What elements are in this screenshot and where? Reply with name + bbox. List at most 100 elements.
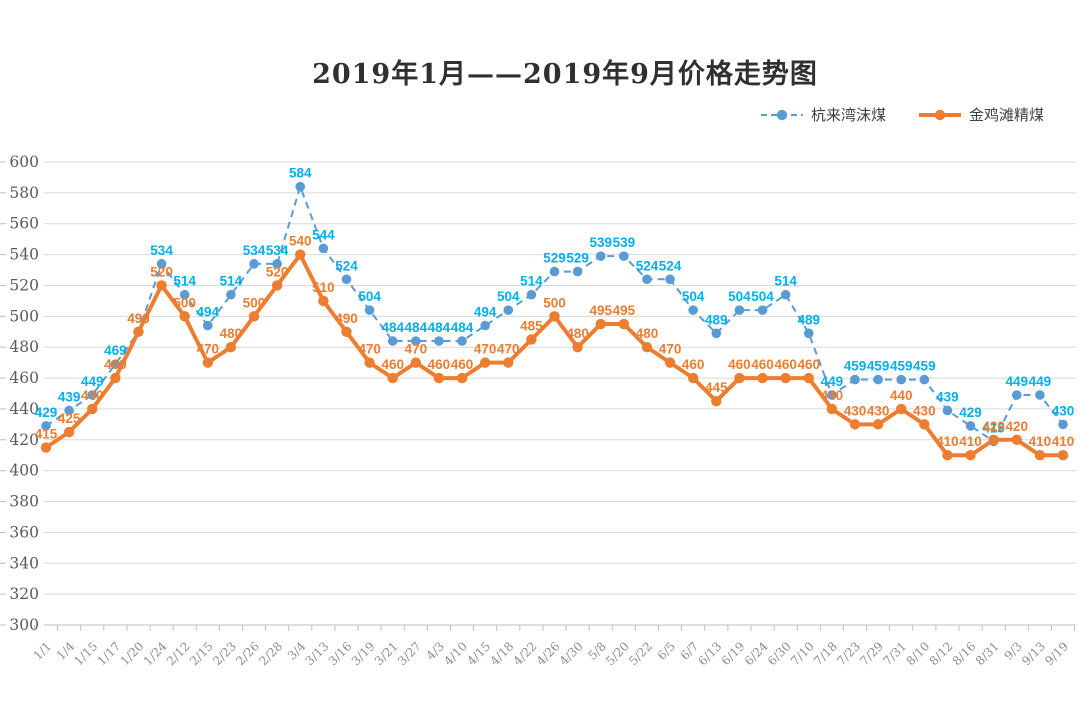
x-tick-label: 4/18 bbox=[487, 639, 516, 668]
data-label: 480 bbox=[220, 326, 243, 341]
y-tick-label: 540 bbox=[9, 246, 39, 264]
data-point bbox=[595, 318, 606, 330]
data-label: 460 bbox=[774, 357, 797, 372]
data-point bbox=[595, 251, 606, 261]
data-label: 494 bbox=[197, 305, 220, 320]
legend-item-jinjitan: 金鸡滩精煤 bbox=[918, 104, 1044, 125]
data-label: 534 bbox=[266, 243, 289, 258]
data-label: 430 bbox=[913, 403, 936, 418]
x-tick-label: 3/21 bbox=[372, 639, 401, 668]
x-tick-label: 3/13 bbox=[303, 639, 332, 668]
data-point bbox=[411, 336, 421, 346]
data-label: 504 bbox=[682, 289, 705, 304]
y-tick-label: 500 bbox=[9, 307, 39, 325]
data-labels: 4154254404604905205004704805005205405104… bbox=[35, 234, 1075, 450]
data-label: 490 bbox=[127, 311, 150, 326]
data-label: 449 bbox=[1006, 374, 1029, 389]
chart-title: 2019年1月——2019年9月价格走势图 bbox=[312, 59, 818, 90]
data-point bbox=[480, 320, 490, 331]
data-label: 514 bbox=[220, 274, 243, 289]
y-tick-label: 480 bbox=[9, 338, 39, 356]
data-point bbox=[40, 442, 52, 453]
y-tick-label: 580 bbox=[9, 184, 39, 202]
data-point bbox=[156, 280, 167, 291]
data-label: 470 bbox=[474, 342, 497, 357]
chart-legend: 杭来湾沫煤 金鸡滩精煤 bbox=[760, 104, 1044, 125]
data-point bbox=[87, 403, 98, 415]
x-tick-label: 2/23 bbox=[210, 639, 239, 668]
data-point bbox=[110, 372, 121, 384]
data-label: 410 bbox=[1029, 434, 1052, 449]
data-label: 539 bbox=[613, 235, 636, 250]
data-label: 534 bbox=[150, 243, 173, 258]
data-label: 459 bbox=[867, 359, 890, 374]
data-point bbox=[225, 342, 237, 353]
data-point bbox=[896, 374, 907, 385]
data-label: 410 bbox=[1052, 434, 1075, 449]
data-label: 514 bbox=[774, 274, 797, 289]
data-label: 514 bbox=[520, 274, 543, 289]
legend-label: 杭来湾沫煤 bbox=[810, 106, 886, 124]
data-label: 429 bbox=[35, 405, 58, 420]
data-label: 529 bbox=[566, 251, 589, 266]
data-point bbox=[341, 274, 352, 285]
x-tick-label: 2/28 bbox=[256, 639, 285, 668]
data-label: 500 bbox=[173, 295, 196, 310]
data-label: 485 bbox=[520, 318, 543, 333]
data-label: 460 bbox=[428, 357, 451, 372]
data-point bbox=[826, 403, 838, 415]
data-point bbox=[988, 434, 999, 445]
data-point bbox=[1034, 450, 1046, 461]
data-point bbox=[526, 289, 537, 300]
data-label: 470 bbox=[659, 342, 682, 357]
data-label: 534 bbox=[243, 243, 266, 258]
data-point bbox=[387, 372, 398, 384]
data-label: 524 bbox=[335, 258, 358, 273]
data-point bbox=[919, 419, 930, 430]
x-tick-label: 6/5 bbox=[655, 639, 679, 663]
legend-label: 金鸡滩精煤 bbox=[968, 106, 1044, 124]
data-point bbox=[572, 266, 583, 277]
data-point bbox=[549, 266, 560, 277]
x-tick-label: 1/17 bbox=[95, 639, 124, 668]
data-point bbox=[64, 405, 74, 416]
data-point bbox=[433, 372, 445, 384]
data-point bbox=[456, 372, 468, 384]
data-label: 469 bbox=[104, 343, 127, 358]
data-point bbox=[827, 390, 837, 400]
data-label: 460 bbox=[381, 357, 404, 372]
data-label: 484 bbox=[428, 320, 451, 335]
y-tick-label: 600 bbox=[9, 153, 39, 171]
data-label: 500 bbox=[543, 295, 566, 310]
data-point bbox=[63, 426, 75, 438]
x-tick-label: 6/19 bbox=[719, 639, 748, 668]
data-label: 520 bbox=[266, 264, 289, 279]
data-point bbox=[272, 259, 282, 269]
data-label: 484 bbox=[381, 320, 404, 335]
data-point bbox=[803, 372, 814, 384]
x-tick-label: 6/30 bbox=[765, 639, 794, 668]
x-tick-label: 8/16 bbox=[950, 639, 979, 668]
data-point bbox=[757, 372, 768, 384]
data-point bbox=[687, 372, 699, 384]
data-label: 470 bbox=[497, 342, 520, 357]
data-label: 504 bbox=[728, 289, 751, 304]
data-label: 495 bbox=[613, 303, 636, 318]
data-label: 420 bbox=[1006, 419, 1029, 434]
x-tick-label: 8/31 bbox=[973, 639, 1002, 668]
x-tick-label: 4/26 bbox=[534, 639, 563, 668]
data-label: 460 bbox=[104, 357, 127, 372]
data-point bbox=[734, 372, 745, 384]
data-label: 459 bbox=[844, 359, 867, 374]
y-tick-label: 380 bbox=[9, 493, 39, 511]
x-tick-label: 7/18 bbox=[811, 639, 840, 668]
data-point bbox=[734, 305, 745, 315]
x-axis-labels: 1/1 1/41/151/171/201/242/122/152/232/262/… bbox=[31, 639, 1072, 668]
data-point bbox=[295, 249, 306, 260]
data-label: 449 bbox=[821, 374, 844, 389]
data-label: 429 bbox=[959, 405, 982, 420]
data-point bbox=[664, 357, 676, 368]
x-tick-label: 2/12 bbox=[164, 639, 193, 668]
data-label: 540 bbox=[289, 234, 312, 249]
